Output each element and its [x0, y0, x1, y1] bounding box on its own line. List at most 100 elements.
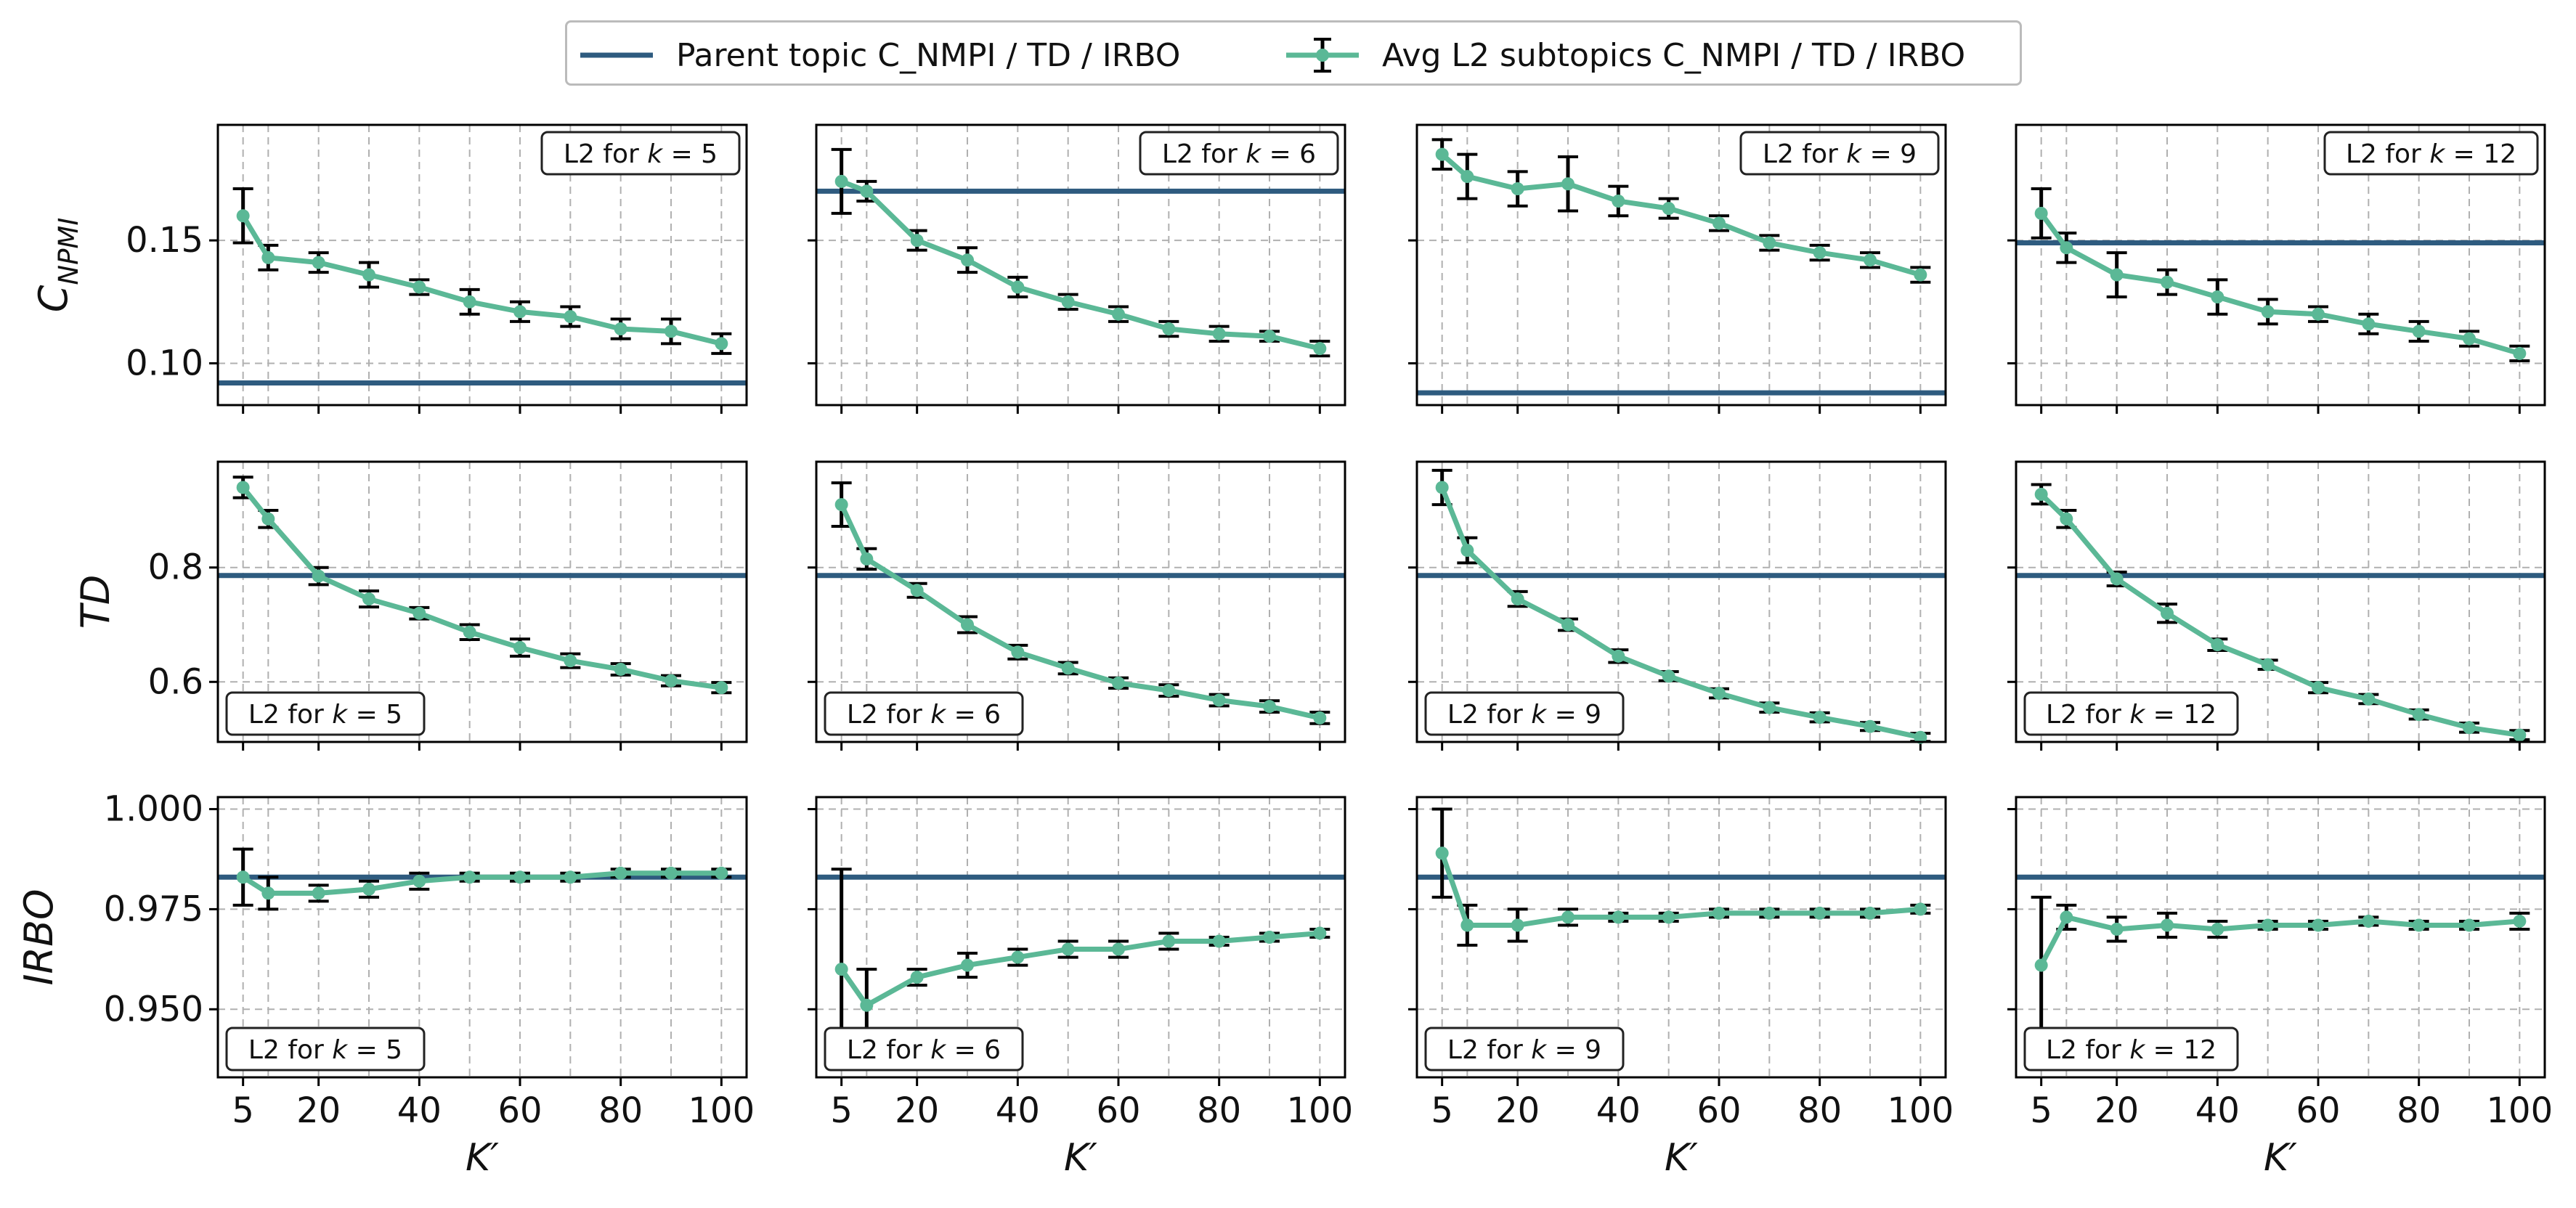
avg-point: [910, 234, 924, 248]
avg-series-line: [2039, 211, 2521, 356]
avg-point: [1511, 182, 1524, 196]
panel-r0-c3: L2 for k = 12: [2007, 123, 2546, 414]
avg-point: [312, 569, 325, 583]
panel-label-box: [540, 131, 741, 176]
panel-r1-c1: L2 for k = 6: [808, 460, 1346, 751]
x-tick-label: 80: [1197, 1090, 1241, 1131]
avg-point: [1662, 202, 1675, 216]
avg-point: [413, 280, 426, 294]
x-tick-label: 40: [996, 1090, 1040, 1131]
x-axis-label: K′: [2264, 1136, 2297, 1180]
avg-point: [2312, 681, 2325, 695]
axes-frame: [1415, 123, 1947, 407]
axes-frame: [216, 796, 748, 1079]
panel-r2-c2: 5 20 40 60 80 100 L2 for k = 9 K′: [1408, 796, 1954, 1180]
avg-point: [665, 674, 678, 687]
avg-point: [2362, 317, 2376, 331]
avg-point: [860, 552, 874, 566]
avg-point: [2463, 918, 2476, 932]
avg-point: [961, 253, 974, 267]
panel-label: L2 for k = 9: [1447, 700, 1601, 730]
avg-point: [614, 866, 627, 880]
avg-point: [665, 866, 678, 880]
panel-label-box: [1139, 131, 1339, 176]
avg-point: [715, 681, 728, 695]
x-tick-label: 5: [2030, 1090, 2052, 1131]
avg-point: [564, 870, 577, 884]
avg-point: [2211, 290, 2224, 304]
avg-point: [614, 662, 627, 676]
avg-point: [1763, 701, 1776, 714]
avg-point: [1712, 216, 1726, 230]
avg-point: [1162, 322, 1176, 336]
avg-point: [1263, 700, 1276, 714]
avg-point: [261, 512, 275, 526]
avg-point: [1212, 327, 1226, 340]
avg-point: [2110, 922, 2124, 936]
avg-point: [413, 606, 426, 620]
x-tick-label: 60: [1697, 1090, 1741, 1131]
avg-point: [564, 310, 577, 324]
avg-point: [1112, 307, 1125, 321]
avg-point: [1162, 684, 1176, 698]
y-tick-label: 0.8: [148, 547, 203, 588]
legend-entry-avg: Avg L2 subtopics C_NMPI / TD / IRBO: [1279, 23, 1965, 88]
panel-label: L2 for k = 9: [1763, 139, 1917, 169]
avg-point: [1263, 931, 1276, 944]
avg-point: [1662, 669, 1675, 683]
avg-point: [1313, 342, 1327, 356]
legend-swatch-avg: [1286, 38, 1359, 73]
y-axis-label: CNPMI: [31, 218, 84, 313]
avg-point: [236, 209, 250, 223]
avg-point: [2261, 658, 2275, 672]
avg-point: [236, 870, 250, 884]
avg-point: [665, 325, 678, 338]
avg-point: [513, 641, 527, 655]
x-tick-label: 5: [232, 1090, 254, 1131]
avg-point: [1914, 268, 1927, 282]
avg-point: [2312, 918, 2325, 932]
panel-label: L2 for k = 5: [248, 700, 402, 730]
y-axis-label: IRBO: [16, 889, 62, 986]
avg-point: [236, 481, 250, 494]
axes-frame: [216, 460, 748, 743]
avg-point: [2110, 572, 2124, 586]
avg-point: [1763, 906, 1776, 920]
avg-point: [2463, 332, 2476, 346]
avg-point: [834, 498, 848, 512]
avg-point: [2261, 918, 2275, 932]
avg-point: [2211, 922, 2224, 936]
avg-series-line: [839, 503, 1321, 721]
axes-frame: [2015, 796, 2546, 1079]
axes-frame: [815, 123, 1346, 407]
y-tick-label: 0.15: [126, 220, 203, 261]
avg-point: [1011, 280, 1025, 294]
panel-r2-c0: 0.950 0.975 1.000 5 20 40 60 80 100 L2 for k = 5 K…: [104, 789, 755, 1180]
legend-label-parent: Parent topic C_NMPI / TD / IRBO: [676, 36, 1181, 74]
x-tick-label: 60: [1096, 1090, 1140, 1131]
x-tick-label: 80: [1797, 1090, 1842, 1131]
panel-label: L2 for k = 12: [2046, 1035, 2217, 1065]
avg-point: [1511, 592, 1524, 606]
avg-point: [2211, 638, 2224, 652]
x-tick-label: 20: [1495, 1090, 1540, 1131]
avg-point: [1313, 711, 1327, 725]
avg-point: [2312, 307, 2325, 321]
panel-label-box: [225, 691, 426, 736]
panel-r1-c3: L2 for k = 12: [2007, 460, 2546, 751]
y-tick-label: 0.10: [126, 343, 203, 383]
avg-point: [1763, 236, 1776, 250]
avg-point: [362, 882, 375, 896]
panel-r1-c2: L2 for k = 9: [1408, 460, 1947, 751]
panel-label-box: [2023, 691, 2239, 736]
avg-point: [2110, 268, 2124, 282]
panel-r1-c0: 0.6 0.8 L2 for k = 5: [148, 460, 748, 751]
avg-point: [2161, 606, 2174, 620]
avg-point: [1212, 934, 1226, 948]
avg-point: [1313, 926, 1327, 940]
avg-point: [1612, 194, 1625, 208]
avg-point: [463, 625, 476, 639]
avg-point: [2060, 512, 2073, 526]
avg-point: [1813, 711, 1827, 725]
